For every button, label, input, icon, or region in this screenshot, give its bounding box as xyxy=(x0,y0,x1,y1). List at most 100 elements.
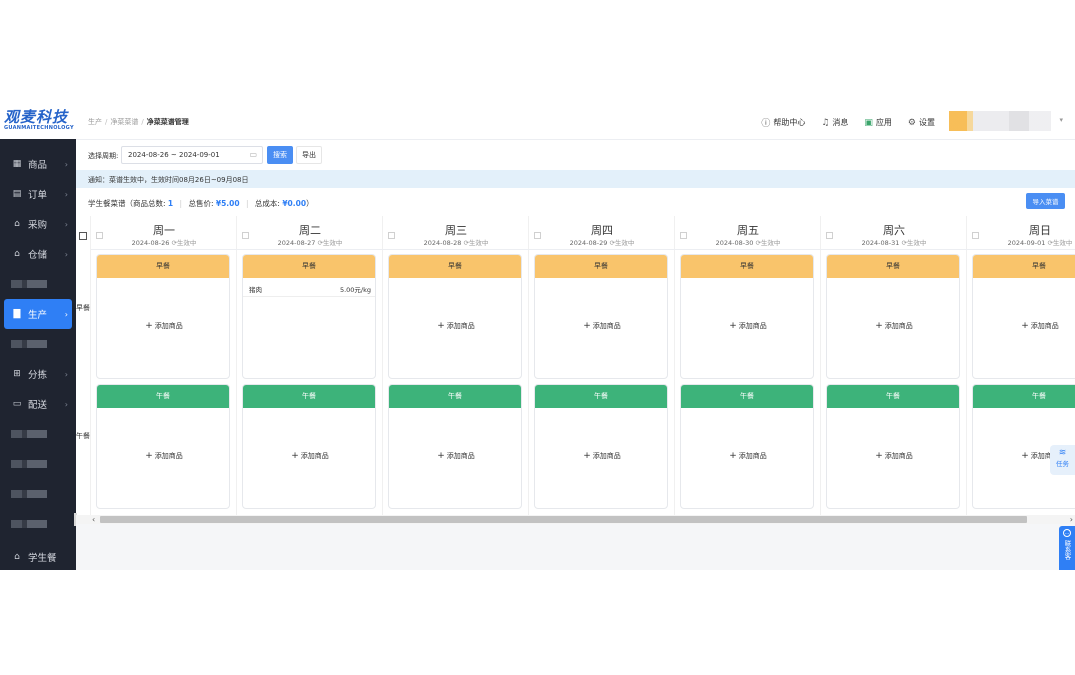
lunch-card-header: 午餐 xyxy=(827,385,959,408)
lunch-card-header: 午餐 xyxy=(973,385,1075,408)
scrollbar-thumb[interactable] xyxy=(100,516,1027,523)
day-checkbox[interactable] xyxy=(96,232,103,239)
refresh-icon: ⟳ xyxy=(755,239,761,247)
add-product-button[interactable]: + 添加商品 xyxy=(973,321,1075,331)
add-product-button[interactable]: + 添加商品 xyxy=(535,451,667,461)
sidebar-resize-handle[interactable] xyxy=(74,513,77,526)
day-checkbox[interactable] xyxy=(680,232,687,239)
logo[interactable]: 观麦科技 GUANMAITECHNOLOGY xyxy=(0,103,76,139)
sidebar-item-warehouse[interactable]: ⌂ 仓储 › xyxy=(0,239,76,269)
horizontal-scrollbar[interactable]: ‹ › xyxy=(76,515,1075,524)
day-header: 周三 2024-08-28 ⟳生效中 xyxy=(383,216,529,250)
refresh-icon: ⟳ xyxy=(1047,239,1053,247)
row-label-lunch: 午餐 xyxy=(76,432,90,440)
warehouse-icon: ⌂ xyxy=(14,249,20,259)
add-product-button[interactable]: + 添加商品 xyxy=(827,451,959,461)
day-checkbox[interactable] xyxy=(826,232,833,239)
breakfast-card: 早餐 + 添加商品 xyxy=(680,254,814,379)
scroll-left-icon[interactable]: ‹ xyxy=(92,515,96,524)
blurred-menu-label xyxy=(11,520,47,528)
day-checkbox[interactable] xyxy=(972,232,979,239)
breakfast-card-header: 早餐 xyxy=(243,255,375,278)
sidebar-item-grid[interactable]: ▦ 商品 › xyxy=(0,149,76,179)
content-footer-area xyxy=(76,524,1075,570)
settings-label: 设置 xyxy=(919,118,935,127)
user-profile[interactable] xyxy=(949,111,1051,131)
help-center-button[interactable]: ⓘ 帮助中心 xyxy=(761,116,805,129)
sidebar-item-label: 商品 xyxy=(28,160,48,171)
day-checkbox[interactable] xyxy=(388,232,395,239)
add-product-label: 添加商品 xyxy=(884,452,913,460)
messages-button[interactable]: ♫ 消息 xyxy=(821,116,848,129)
sidebar-item-blurred[interactable] xyxy=(0,269,76,299)
breadcrumb-level2[interactable]: 净菜菜谱 xyxy=(110,118,139,126)
search-button[interactable]: 搜索 xyxy=(267,146,293,164)
day-header: 周五 2024-08-30 ⟳生效中 xyxy=(675,216,821,250)
apps-button[interactable]: ▣ 应用 xyxy=(864,116,892,129)
blurred-menu-label xyxy=(11,280,47,288)
lunch-card-header: 午餐 xyxy=(243,385,375,408)
scroll-right-icon[interactable]: › xyxy=(1069,515,1073,524)
day-checkbox[interactable] xyxy=(534,232,541,239)
sidebar-item-delivery[interactable]: ▭ 配送 › xyxy=(0,389,76,419)
day-name: 周三 xyxy=(445,224,467,237)
plus-icon: + xyxy=(583,321,591,331)
breakfast-card-header: 早餐 xyxy=(827,255,959,278)
sidebar-item-production[interactable]: ▇ 生产 › xyxy=(4,299,72,329)
add-product-label: 添加商品 xyxy=(300,452,329,460)
contact-service-button[interactable]: … 联系客 xyxy=(1059,526,1075,570)
chevron-right-icon: › xyxy=(64,399,68,409)
chevron-right-icon: › xyxy=(64,219,68,229)
day-column: 周五 2024-08-30 ⟳生效中 早餐 + 添加商品 午餐 + 添加商品 xyxy=(675,216,821,516)
add-product-button[interactable]: + 添加商品 xyxy=(389,321,521,331)
refresh-icon: ⟳ xyxy=(463,239,469,247)
import-menu-button[interactable]: 导入菜谱 xyxy=(1026,193,1065,209)
plus-icon: + xyxy=(291,451,299,461)
task-button[interactable]: ≋ 任务 xyxy=(1050,445,1075,475)
date-range-picker[interactable]: 2024-08-26 ~ 2024-09-01 ▭ xyxy=(121,146,263,164)
sidebar-item-blurred[interactable] xyxy=(0,419,76,449)
day-date-status: 2024-08-27 ⟳生效中 xyxy=(237,237,383,247)
sidebar-item-blurred[interactable] xyxy=(0,479,76,509)
sorting-icon: ⊞ xyxy=(13,369,21,379)
layers-icon: ≋ xyxy=(1058,448,1067,458)
day-column: 周日 2024-09-01 ⟳生效中 早餐 + 添加商品 午餐 + 添加商品 xyxy=(967,216,1075,516)
add-product-label: 添加商品 xyxy=(738,452,767,460)
chevron-down-icon[interactable]: ▾ xyxy=(1059,116,1063,124)
add-product-button[interactable]: + 添加商品 xyxy=(97,451,229,461)
add-product-button[interactable]: + 添加商品 xyxy=(389,451,521,461)
logo-text: 观麦科技 xyxy=(4,108,69,126)
select-all-checkbox[interactable] xyxy=(79,232,87,240)
export-button[interactable]: 导出 xyxy=(296,146,322,164)
breadcrumb-level1[interactable]: 生产 xyxy=(88,118,102,126)
day-date: 2024-08-29 xyxy=(569,239,608,247)
sidebar-item-blurred[interactable] xyxy=(0,329,76,359)
grid-icon: ▦ xyxy=(12,159,22,169)
sidebar-item-sorting[interactable]: ⊞ 分拣 › xyxy=(0,359,76,389)
product-row[interactable]: 猪肉 5.00元/kg xyxy=(243,279,375,297)
sidebar-item-order[interactable]: ▤ 订单 › xyxy=(0,179,76,209)
add-product-button[interactable]: + 添加商品 xyxy=(681,321,813,331)
summary-text: 学生餐菜谱（商品总数: 1 | 总售价: ¥5.00 | 总成本: ¥0.00） xyxy=(88,198,314,209)
add-product-button[interactable]: + 添加商品 xyxy=(827,321,959,331)
sidebar-item-blurred[interactable] xyxy=(0,509,76,539)
add-product-button[interactable]: + 添加商品 xyxy=(535,321,667,331)
sidebar-item-student-meal[interactable]: ⌂ 学生餐 xyxy=(0,542,76,570)
breakfast-card: 早餐 猪肉 5.00元/kg xyxy=(242,254,376,379)
day-checkbox[interactable] xyxy=(242,232,249,239)
day-status: 生效中 xyxy=(906,239,927,247)
sidebar-item-blurred[interactable] xyxy=(0,449,76,479)
sidebar-item-label: 生产 xyxy=(28,310,48,321)
add-product-button[interactable]: + 添加商品 xyxy=(97,321,229,331)
day-status: 生效中 xyxy=(468,239,489,247)
add-product-button[interactable]: + 添加商品 xyxy=(973,451,1075,461)
day-status: 生效中 xyxy=(760,239,781,247)
day-header: 周日 2024-09-01 ⟳生效中 xyxy=(967,216,1075,250)
breakfast-card: 早餐 + 添加商品 xyxy=(534,254,668,379)
sidebar-item-purchase[interactable]: ⌂ 采购 › xyxy=(0,209,76,239)
logo-subtext: GUANMAITECHNOLOGY xyxy=(4,125,74,131)
settings-button[interactable]: ⚙ 设置 xyxy=(908,116,935,129)
add-product-button[interactable]: + 添加商品 xyxy=(243,451,375,461)
summary-price: ¥5.00 xyxy=(215,199,240,208)
add-product-button[interactable]: + 添加商品 xyxy=(681,451,813,461)
